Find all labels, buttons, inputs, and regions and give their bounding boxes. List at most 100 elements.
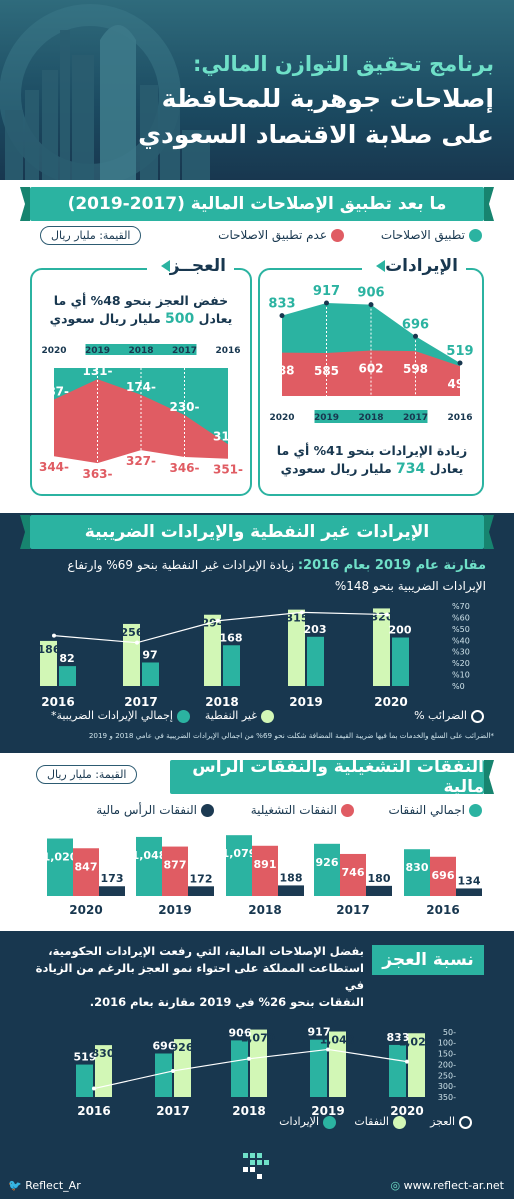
header-line-3: على صلابة الاقتصاد السعودي	[138, 120, 494, 149]
deficit-card-title: العجــز	[146, 256, 234, 276]
section-nonoil-subtitle: مقارنة عام 2019 بعام 2016: زيادة الإيراد…	[67, 558, 486, 593]
nonoil-bar	[123, 623, 140, 686]
tax-bar-label: 200	[389, 624, 412, 637]
legend-without-reforms: عدم تطبيق الاصلاحات	[218, 228, 344, 242]
expense-year-label: 2019	[158, 903, 191, 917]
revenue-note-line-2: يعادل 734 مليار ريال سعودي	[280, 461, 464, 477]
deficit-label-without: -363	[82, 467, 112, 481]
expense-bar-label: 877	[164, 859, 187, 872]
expense-year-label: 2017	[336, 903, 369, 917]
nonoil-y2-tick: %20	[452, 659, 470, 668]
ratio-y2-tick: -250	[438, 1071, 456, 1080]
section-reforms: ما بعد تطبيق الإصلاحات المالية (2017-201…	[0, 180, 514, 513]
ratio-revenue-bar	[389, 1044, 406, 1097]
ratio-expense-bar	[408, 1033, 425, 1097]
deficit-note-line-1: خفض العجز بنحو 48% أي ما	[53, 293, 229, 308]
expense-bar-label: 1,079	[222, 847, 257, 860]
nonoil-y2-tick: %50	[452, 625, 470, 634]
nonoil-bar	[373, 608, 390, 686]
revenue-highlight-band	[314, 410, 428, 423]
ratio-revenue-bar	[76, 1064, 93, 1097]
revenue-chart: 519 498 696 598 906 602 917 585 833 588 2016 2017 20…	[268, 284, 474, 423]
expense-bar-label: 830	[406, 861, 429, 874]
revenue-label-without: 588	[269, 364, 294, 378]
legend-capital: النفقات الرأس مالية	[96, 803, 214, 817]
ratio-revenue-label: 906	[229, 1026, 252, 1039]
unit-label: القيمة: مليار ريال	[40, 226, 142, 245]
expense-bar	[252, 845, 278, 896]
revenue-year-tick: 2020	[269, 413, 294, 423]
revenue-label-with: 696	[402, 317, 429, 332]
nonoil-bar	[204, 614, 221, 686]
ratio-revenue-label: 519	[74, 1051, 97, 1064]
nonoil-y2-tick: %0	[452, 682, 465, 691]
deficit-label-with: -230	[169, 400, 199, 414]
revenue-label-without: 598	[403, 362, 428, 376]
expense-bar-label: 696	[432, 869, 455, 882]
section-nonoil: الإيرادات غير النفطية والإيرادات الضريبي…	[0, 513, 514, 753]
deficit-label-with: -131	[82, 364, 112, 378]
tax-bar-label: 168	[220, 631, 243, 644]
deficit-year-tick: 2019	[85, 346, 110, 356]
revenue-point-with	[457, 360, 463, 366]
ratio-revenue-bar	[155, 1053, 172, 1097]
expense-bar	[404, 849, 430, 896]
legend-operating: النفقات التشغيلية	[251, 803, 354, 817]
expense-bar-label: 188	[280, 871, 303, 884]
twitter-handle[interactable]: 🐦 Reflect_Ar	[8, 1179, 81, 1192]
header-line-1: برنامج تحقيق التوازن المالي:	[192, 52, 494, 76]
ratio-year-label: 2018	[232, 1104, 265, 1118]
ratio-expense-label: 830	[92, 1047, 115, 1060]
deficit-chart: 2016 2017 2018 2019 2020 -311 -351 -230 -346 -174…	[39, 344, 243, 481]
nonoil-bar	[40, 640, 57, 686]
expense-bar	[162, 846, 188, 896]
section-reforms-banner: ما بعد تطبيق الإصلاحات المالية (2017-201…	[20, 187, 494, 221]
ratio-year-label: 2019	[311, 1104, 344, 1118]
reflect-logo	[243, 1153, 269, 1179]
deficit-ratio-text: بفضل الإصلاحات المالية، التي رفعت الإيرا…	[35, 944, 364, 1009]
revenue-note-line-1: زيادة الإيرادات بنحو 41% أي ما	[276, 443, 468, 458]
expense-bar-label: 847	[75, 860, 98, 873]
legend-expenses-ratio: النفقات	[354, 1115, 406, 1129]
nonoil-bar	[288, 609, 305, 686]
expense-bar	[226, 835, 252, 896]
tax-bar	[307, 636, 324, 686]
section-deficit-ratio: نسبة العجز بفضل الإصلاحات المالية، التي …	[0, 931, 514, 1151]
nonoil-year-label: 2019	[289, 695, 322, 708]
expenses-unit-label: القيمة: مليار ريال	[36, 765, 138, 784]
ratio-expense-bar	[174, 1039, 191, 1097]
expense-bar-label: 926	[316, 856, 339, 869]
deficit-label-without: -351	[213, 463, 243, 477]
revenue-note: زيادة الإيرادات بنحو 41% أي ما يعادل 734…	[272, 442, 472, 478]
tax-pct-point	[135, 640, 139, 645]
tax-bar	[59, 666, 76, 686]
legend-revenues-ratio: الإيرادات	[279, 1115, 336, 1129]
expense-bar-label: 173	[101, 872, 124, 885]
ratio-deficit-point	[326, 1047, 330, 1052]
ratio-y2-tick: -200	[438, 1060, 456, 1069]
nonoil-bar-label: 320	[371, 610, 394, 623]
ratio-revenue-label: 917	[308, 1026, 331, 1039]
ratio-year-label: 2017	[156, 1104, 189, 1118]
revenue-label-without: 585	[314, 364, 339, 378]
website-link[interactable]: ◎ www.reflect-ar.net	[390, 1179, 504, 1192]
skyline-illustration	[0, 4, 210, 180]
deficit-label-with: -311	[213, 429, 243, 443]
tax-bar-label: 203	[304, 623, 327, 636]
expense-bar	[47, 838, 73, 896]
globe-icon: ◎	[390, 1179, 404, 1192]
deficit-label-with: -187	[39, 384, 69, 398]
ratio-y2-tick: -100	[438, 1039, 456, 1048]
deficit-ratio-title: نسبة العجز	[382, 950, 474, 970]
section-nonoil-footnote: *الضرائب على السلع والخدمات بما فيها ضري…	[88, 731, 494, 740]
deficit-label-without: -327	[126, 454, 156, 468]
nonoil-year-label: 2018	[205, 695, 238, 708]
revenue-point-with	[324, 300, 329, 306]
deficit-ratio-banner: نسبة العجز	[372, 945, 484, 975]
revenue-label-without: 602	[358, 361, 383, 375]
ratio-expense-bar	[250, 1029, 267, 1097]
section-expenses: النفقات التشغيلية والنفقات الرأس مالية ا…	[0, 753, 514, 931]
